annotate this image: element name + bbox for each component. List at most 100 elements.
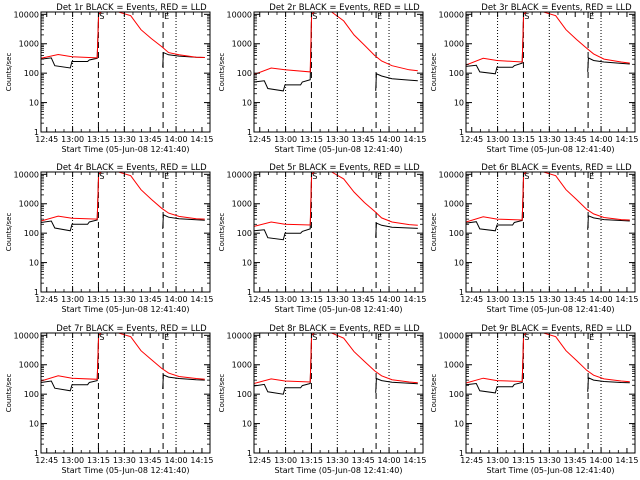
x-tick-label: 12:45 xyxy=(35,456,58,465)
y-tick-label: 1 xyxy=(34,449,39,458)
x-tick-label: 14:00 xyxy=(590,295,613,304)
marker-label-s: S xyxy=(524,333,529,342)
y-tick-label: 10 xyxy=(454,420,464,429)
x-tick-label: 13:30 xyxy=(326,295,349,304)
marker-label-s: S xyxy=(99,172,104,181)
x-tick-label: 13:00 xyxy=(61,456,84,465)
x-axis-label: Start Time (05-Jun-08 12:41:40) xyxy=(487,305,615,314)
x-tick-label: 13:30 xyxy=(113,135,136,144)
marker-label-s: S xyxy=(312,172,317,181)
x-tick-label: 12:45 xyxy=(460,135,483,144)
y-tick-label: 100 xyxy=(24,390,39,399)
x-tick-label: 14:00 xyxy=(165,456,188,465)
lld-curve xyxy=(41,172,102,222)
y-axis-label: Counts/sec xyxy=(218,213,226,252)
events-curve xyxy=(587,57,630,72)
events-curve xyxy=(41,333,102,392)
x-tick-label: 13:45 xyxy=(564,295,587,304)
y-tick-label: 1000 xyxy=(19,361,39,370)
events-curve xyxy=(375,73,418,91)
panel-title: Det 2r BLACK = Events, RED = LLD xyxy=(269,3,420,13)
plot-frame xyxy=(40,332,211,454)
x-tick-label: 13:45 xyxy=(139,135,162,144)
panel-title: Det 9r BLACK = Events, RED = LLD xyxy=(481,324,632,334)
events-curve xyxy=(587,215,630,230)
y-tick-label: 10000 xyxy=(227,331,252,340)
x-axis-label: Start Time (05-Jun-08 12:41:40) xyxy=(487,145,615,154)
events-curve xyxy=(41,172,102,232)
y-tick-label: 100 xyxy=(449,390,464,399)
x-axis-label: Start Time (05-Jun-08 12:41:40) xyxy=(275,145,403,154)
y-tick-label: 100 xyxy=(449,229,464,238)
x-tick-label: 13:00 xyxy=(61,295,84,304)
x-tick-label: 13:00 xyxy=(274,295,297,304)
marker-label-e: E xyxy=(164,172,169,181)
x-tick-label: 14:15 xyxy=(403,135,426,144)
events-curve xyxy=(466,172,527,232)
x-tick-label: 13:00 xyxy=(486,295,509,304)
y-tick-label: 1000 xyxy=(19,40,39,49)
y-tick-label: 10 xyxy=(242,99,252,108)
marker-label-s: S xyxy=(312,333,317,342)
y-tick-label: 100 xyxy=(24,229,39,238)
y-axis-label: Counts/sec xyxy=(430,213,438,252)
events-curve xyxy=(162,214,205,229)
x-tick-label: 13:30 xyxy=(113,295,136,304)
y-tick-label: 10000 xyxy=(439,331,464,340)
x-tick-label: 13:45 xyxy=(139,456,162,465)
y-axis-label: Counts/sec xyxy=(430,374,438,413)
x-tick-label: 13:00 xyxy=(274,456,297,465)
x-tick-label: 13:30 xyxy=(113,456,136,465)
x-tick-label: 14:00 xyxy=(378,295,401,304)
x-axis-label: Start Time (05-Jun-08 12:41:40) xyxy=(62,466,190,475)
marker-label-e: E xyxy=(589,12,594,21)
y-tick-label: 10000 xyxy=(439,170,464,179)
y-tick-label: 1 xyxy=(247,288,252,297)
y-tick-label: 10000 xyxy=(227,170,252,179)
lld-curve xyxy=(254,172,315,227)
lld-curve xyxy=(118,172,205,220)
plot-frame xyxy=(40,11,211,133)
y-tick-label: 1 xyxy=(459,288,464,297)
lld-curve xyxy=(543,12,630,64)
x-tick-label: 14:15 xyxy=(190,295,213,304)
x-tick-label: 13:15 xyxy=(300,135,323,144)
x-tick-label: 13:45 xyxy=(352,295,375,304)
y-tick-label: 10 xyxy=(29,259,39,268)
marker-label-s: S xyxy=(524,12,529,21)
marker-label-s: S xyxy=(524,172,529,181)
panel-title: Det 6r BLACK = Events, RED = LLD xyxy=(481,163,632,173)
x-tick-label: 13:00 xyxy=(486,135,509,144)
marker-label-e: E xyxy=(589,172,594,181)
x-tick-label: 13:45 xyxy=(352,456,375,465)
y-tick-label: 10 xyxy=(454,99,464,108)
y-tick-label: 100 xyxy=(24,69,39,78)
y-tick-label: 1000 xyxy=(444,200,464,209)
y-tick-label: 10 xyxy=(242,420,252,429)
lld-curve xyxy=(41,12,102,59)
x-tick-label: 14:15 xyxy=(403,456,426,465)
events-curve xyxy=(162,374,205,390)
events-curve xyxy=(466,333,527,394)
events-curve xyxy=(587,377,630,392)
lld-curve xyxy=(543,333,630,383)
marker-label-s: S xyxy=(312,12,317,21)
lld-curve xyxy=(41,333,102,382)
x-tick-label: 12:45 xyxy=(460,456,483,465)
x-tick-label: 13:15 xyxy=(87,135,110,144)
marker-label-s: S xyxy=(99,333,104,342)
y-tick-label: 1 xyxy=(459,449,464,458)
x-tick-label: 13:00 xyxy=(486,456,509,465)
x-tick-label: 13:15 xyxy=(87,295,110,304)
y-tick-label: 10000 xyxy=(439,10,464,19)
x-tick-label: 13:30 xyxy=(326,135,349,144)
y-tick-label: 10000 xyxy=(14,331,39,340)
x-tick-label: 14:15 xyxy=(403,295,426,304)
x-tick-label: 13:30 xyxy=(538,135,561,144)
y-tick-label: 1000 xyxy=(444,361,464,370)
y-tick-label: 1 xyxy=(34,288,39,297)
